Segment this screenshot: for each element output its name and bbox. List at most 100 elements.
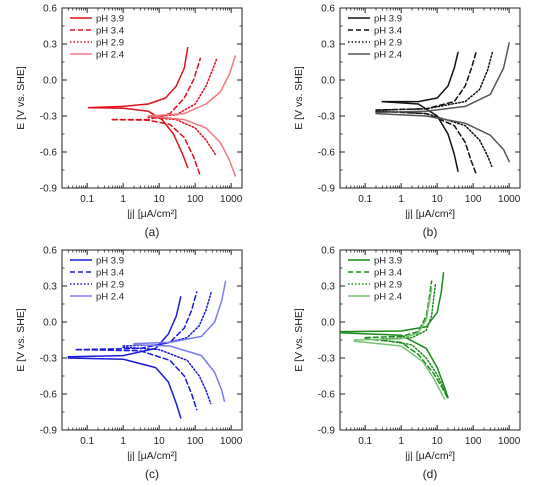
series-line-anodic-ph-0 [87, 46, 189, 109]
legend-label: pH 2.4 [96, 50, 124, 61]
y-tick-label: -0.3 [318, 354, 336, 365]
series-line-cathodic-ph-1 [75, 348, 198, 411]
series-line-cathodic-ph-3 [353, 340, 446, 400]
y-tick-label: 0.3 [43, 40, 57, 51]
panel-label: (a) [145, 225, 160, 239]
series-line-cathodic-ph-0 [340, 332, 449, 399]
series-line-cathodic-ph-0 [67, 357, 182, 419]
y-tick-label: 0.6 [321, 246, 335, 257]
y-tick-label: 0.6 [43, 246, 57, 257]
x-tick-label: 1 [398, 436, 404, 447]
series-line-cathodic-ph-2 [381, 110, 493, 168]
panel-label: (d) [423, 467, 438, 481]
series-line-anodic-ph-0 [67, 296, 182, 358]
legend-label: pH 3.4 [96, 268, 124, 279]
x-tick-label: 1 [398, 194, 404, 205]
y-axis-label: E [V vs. SHE] [15, 66, 27, 130]
y-tick-label: -0.9 [318, 184, 336, 195]
series-line-cathodic-ph-1 [111, 118, 202, 177]
x-tick-label: 100 [465, 194, 482, 205]
series-line-anodic-ph-2 [147, 57, 218, 118]
plot-frame [61, 249, 243, 431]
y-tick-label: -0.6 [40, 148, 58, 159]
panel-label: (b) [423, 225, 438, 239]
y-tick-label: 0.0 [43, 318, 57, 329]
legend-label: pH 2.9 [374, 280, 402, 291]
series-line-anodic-ph-1 [111, 57, 202, 121]
x-tick-label: 10 [154, 436, 166, 447]
y-axis-label: E [V vs. SHE] [293, 66, 305, 130]
series-line-cathodic-ph-1 [375, 110, 477, 175]
y-axis-label: E [V vs. SHE] [293, 308, 305, 372]
series-line-anodic-ph-2 [122, 291, 213, 347]
x-tick-label: 10 [432, 436, 444, 447]
legend-label: pH 3.9 [374, 14, 402, 25]
y-tick-label: -0.6 [40, 390, 58, 401]
curves-group [87, 46, 237, 177]
series-line-cathodic-ph-0 [87, 106, 189, 169]
x-axis-label: |j| [μA/cm²] [405, 450, 455, 462]
legend: pH 3.9pH 3.4pH 2.9pH 2.4 [348, 256, 402, 303]
series-line-cathodic-ph-1 [364, 338, 449, 400]
x-axis-label: |j| [μA/cm²] [127, 208, 177, 220]
series-line-anodic-ph-3 [133, 280, 227, 345]
y-tick-label: 0.3 [321, 282, 335, 293]
x-axis-label: |j| [μA/cm²] [127, 450, 177, 462]
y-tick-label: -0.3 [318, 112, 336, 123]
legend-label: pH 3.4 [374, 26, 402, 37]
legend-label: pH 2.4 [374, 292, 402, 303]
series-line-cathodic-ph-2 [122, 346, 212, 405]
y-tick-label: -0.9 [40, 184, 58, 195]
y-tick-label: 0.0 [321, 318, 335, 329]
series-line-anodic-ph-3 [353, 287, 433, 341]
y-tick-label: -0.6 [318, 148, 336, 159]
y-tick-label: -0.3 [40, 112, 58, 123]
chart-panel-a: 0.1 1 10 100 1000 -0.9 -0.6 -0.3 0.0 0.3 0.6 |j| [μ… [15, 4, 243, 240]
x-tick-label: 10 [432, 194, 444, 205]
series-line-anodic-ph-0 [381, 51, 459, 103]
x-tick-label: 1 [120, 194, 126, 205]
legend-label: pH 2.9 [96, 38, 124, 49]
panel-label: (c) [145, 467, 159, 481]
series-line-anodic-ph-1 [75, 291, 198, 351]
y-tick-label: 0.3 [43, 282, 57, 293]
x-tick-label: 100 [187, 194, 204, 205]
y-tick-label: 0.3 [321, 40, 335, 51]
x-tick-label: 1000 [498, 194, 521, 205]
x-tick-label: 0.1 [80, 436, 94, 447]
x-tick-label: 1000 [220, 194, 243, 205]
x-tick-label: 1000 [220, 436, 243, 447]
legend-label: pH 3.9 [96, 256, 124, 267]
y-tick-label: -0.9 [318, 426, 336, 437]
legend-label: pH 2.9 [374, 38, 402, 49]
y-tick-label: 0.6 [43, 4, 57, 15]
legend-label: pH 2.4 [374, 50, 402, 61]
x-tick-label: 1 [120, 436, 126, 447]
series-line-cathodic-ph-2 [147, 116, 217, 157]
series-line-anodic-ph-2 [381, 50, 494, 111]
x-tick-label: 1000 [498, 436, 521, 447]
y-axis-label: E [V vs. SHE] [15, 308, 27, 372]
legend: pH 3.9pH 3.4pH 2.9pH 2.4 [70, 256, 124, 303]
y-tick-label: 0.0 [43, 76, 57, 87]
series-line-anodic-ph-3 [147, 55, 237, 117]
series-line-cathodic-ph-3 [133, 344, 226, 402]
series-line-anodic-ph-0 [340, 272, 445, 333]
y-tick-label: -0.9 [40, 426, 58, 437]
y-tick-label: 0.6 [321, 4, 335, 15]
series-line-anodic-ph-2 [381, 282, 437, 340]
legend-label: pH 3.9 [374, 256, 402, 267]
plot-frame [339, 7, 521, 189]
chart-panel-b: 0.1 1 10 100 1000 -0.9 -0.6 -0.3 0.0 0.3 0.6 |j| [μ… [293, 4, 521, 240]
legend-label: pH 3.4 [96, 26, 124, 37]
curves-group [375, 42, 510, 175]
x-tick-label: 10 [154, 194, 166, 205]
series-line-cathodic-ph-0 [381, 100, 459, 172]
series-line-anodic-ph-1 [364, 280, 433, 339]
y-tick-label: -0.6 [318, 390, 336, 401]
curves-group [67, 280, 227, 419]
y-tick-label: 0.0 [321, 76, 335, 87]
series-line-cathodic-ph-3 [147, 115, 237, 177]
series-line-cathodic-ph-3 [375, 112, 510, 163]
